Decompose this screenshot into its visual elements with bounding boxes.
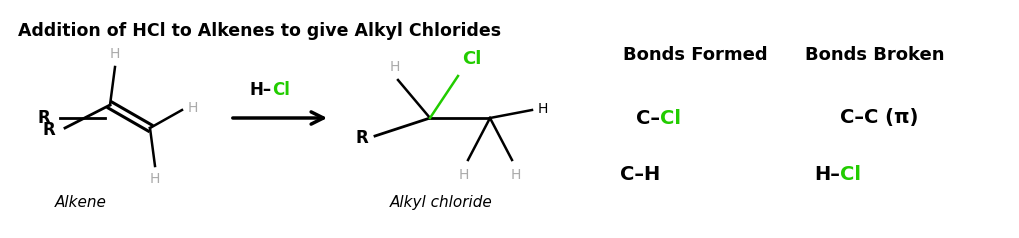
Text: H–: H– (250, 81, 272, 99)
Text: C–: C– (636, 109, 659, 128)
Text: H: H (150, 172, 160, 186)
Text: Cl: Cl (272, 81, 289, 99)
Text: H–: H– (813, 165, 840, 184)
Text: Addition of HCl to Alkenes to give Alkyl Chlorides: Addition of HCl to Alkenes to give Alkyl… (18, 22, 500, 40)
Text: H: H (389, 60, 399, 74)
Text: Alkyl chloride: Alkyl chloride (389, 195, 492, 210)
Text: H: H (537, 102, 548, 116)
Text: Bonds Broken: Bonds Broken (804, 46, 944, 64)
Text: Alkene: Alkene (55, 195, 107, 210)
Text: R: R (38, 109, 50, 127)
Text: Cl: Cl (840, 165, 860, 184)
Text: R: R (42, 121, 55, 139)
Text: H: H (110, 47, 120, 61)
Text: C–C (π): C–C (π) (840, 109, 917, 128)
Text: H: H (459, 168, 469, 182)
Text: Cl: Cl (462, 50, 481, 68)
Text: R: R (355, 129, 368, 147)
Text: Cl: Cl (659, 109, 681, 128)
Text: C–H: C–H (620, 165, 659, 184)
Text: H: H (511, 168, 521, 182)
Text: Bonds Formed: Bonds Formed (622, 46, 766, 64)
Text: H: H (187, 101, 198, 115)
